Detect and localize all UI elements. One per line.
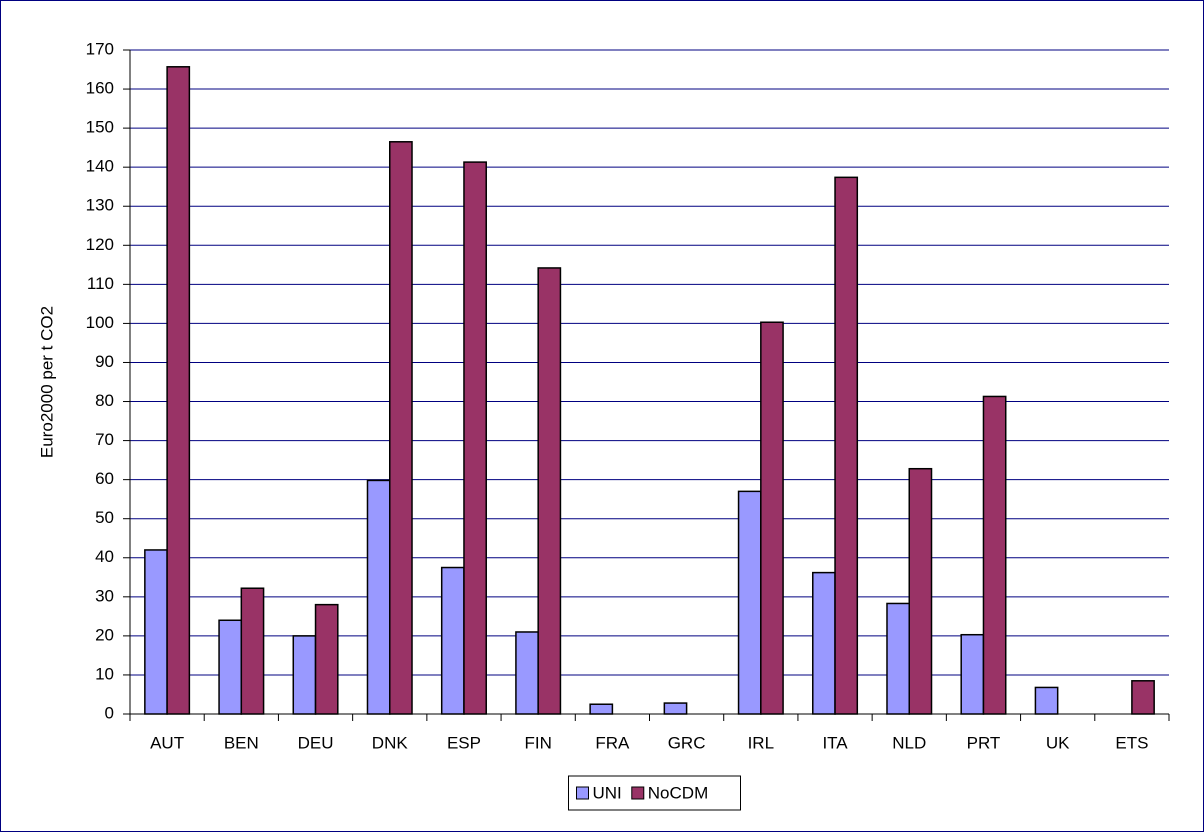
y-tick-label: 160 [86, 79, 114, 98]
bar [886, 602, 911, 715]
bar [960, 633, 985, 715]
bar [166, 66, 191, 715]
y-tick-label: 120 [86, 235, 114, 254]
bar [737, 490, 762, 715]
bar [314, 603, 339, 715]
bar [908, 467, 933, 715]
bar [515, 631, 539, 715]
y-tick-label: 40 [95, 547, 114, 566]
bar [812, 571, 836, 715]
bar [537, 267, 562, 715]
x-tick-label: FRA [595, 733, 630, 752]
y-tick-label: 50 [95, 508, 114, 527]
x-tick-label: BEN [224, 733, 259, 752]
x-tick-label: DNK [372, 733, 409, 752]
bar [760, 321, 784, 715]
legend-swatch [576, 786, 589, 800]
bar [589, 703, 614, 715]
y-tick-label: 70 [95, 430, 114, 449]
y-tick-label: 20 [95, 625, 114, 644]
y-tick-label: 170 [86, 39, 114, 58]
y-tick-label: 100 [86, 313, 114, 332]
legend-box [568, 775, 741, 811]
x-tick-label: FIN [524, 733, 551, 752]
bar [982, 395, 1007, 715]
y-tick-label: 130 [86, 196, 114, 215]
x-tick-label: GRC [668, 733, 706, 752]
x-tick-label: DEU [298, 733, 334, 752]
legend-swatch [631, 786, 645, 800]
bar [834, 176, 859, 715]
y-tick-label: 60 [95, 469, 114, 488]
y-tick-label: 150 [86, 118, 114, 137]
bar [663, 702, 688, 715]
x-tick-label: ETS [1115, 733, 1148, 752]
legend-label: UNI [593, 783, 622, 802]
y-tick-label: 110 [87, 274, 114, 293]
bar [218, 619, 243, 715]
bar [366, 479, 391, 715]
bar [240, 587, 265, 715]
bar [440, 566, 465, 715]
x-tick-label: ITA [822, 733, 848, 752]
y-axis-label: Euro2000 per t CO2 [37, 306, 56, 458]
x-tick-label: ESP [447, 733, 481, 752]
bar [463, 161, 487, 715]
x-tick-label: UK [1046, 733, 1070, 752]
bar [292, 635, 317, 715]
x-tick-label: NLD [892, 733, 926, 752]
bar [144, 549, 168, 715]
y-tick-label: 140 [86, 157, 114, 176]
legend-label: NoCDM [648, 783, 708, 802]
bar [1034, 686, 1059, 715]
y-tick-label: 0 [105, 703, 114, 722]
bar [389, 141, 413, 715]
x-tick-label: IRL [748, 733, 774, 752]
y-tick-label: 80 [95, 391, 114, 410]
y-tick-label: 90 [95, 352, 114, 371]
x-tick-label: PRT [967, 733, 1001, 752]
bar [1131, 680, 1155, 715]
y-tick-label: 10 [95, 664, 114, 683]
x-tick-label: AUT [150, 733, 184, 752]
y-tick-label: 30 [95, 586, 114, 605]
